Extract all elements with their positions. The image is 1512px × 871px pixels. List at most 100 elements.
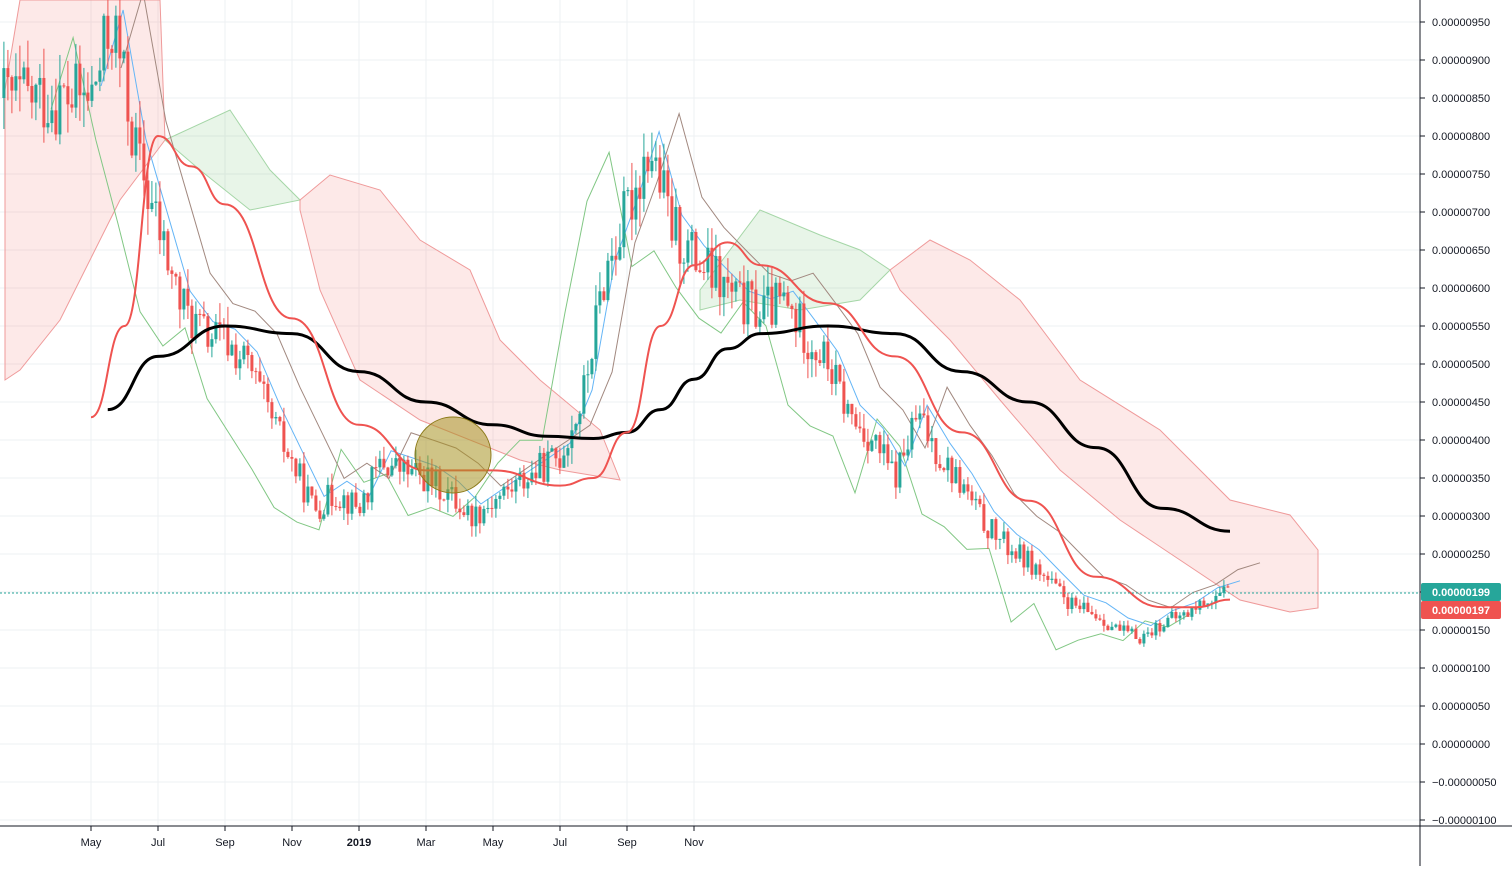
candle-body	[590, 358, 594, 375]
ma-price-tag-bg	[1421, 601, 1501, 619]
candle-body	[946, 457, 950, 471]
candle-body	[422, 474, 426, 492]
candle-body	[98, 70, 102, 82]
candle-body	[78, 63, 82, 96]
candle-body	[866, 441, 870, 451]
x-tick-label: May	[81, 837, 102, 849]
candle-body	[846, 403, 850, 414]
candle-body	[1118, 624, 1122, 631]
candle-body	[622, 191, 626, 248]
x-tick-label: 2019	[347, 837, 371, 849]
candle-body	[106, 15, 110, 49]
candle-body	[1054, 578, 1058, 584]
candle-body	[210, 339, 214, 347]
candle-body	[1122, 625, 1126, 631]
candle-body	[658, 157, 662, 193]
y-tick-label: 0.00000900	[1432, 55, 1490, 67]
candle-body	[1170, 612, 1174, 618]
candle-body	[570, 430, 574, 449]
candle-body	[394, 458, 398, 466]
candle-body	[94, 81, 98, 85]
candle-body	[834, 364, 838, 384]
candle-body	[750, 281, 754, 290]
candle-body	[614, 255, 618, 260]
candle-body	[970, 491, 974, 501]
candle-body	[1218, 592, 1222, 596]
candle-body	[862, 428, 866, 442]
candle-body	[878, 435, 882, 454]
ma-200-line	[107, 324, 1231, 533]
candle-body	[134, 127, 138, 156]
candle-body	[218, 322, 222, 325]
candle-body	[762, 295, 766, 320]
candle-body	[514, 480, 518, 492]
last-price-tag: 0.00000199	[1421, 583, 1501, 601]
candle-body	[522, 472, 526, 489]
candle-body	[870, 440, 874, 451]
candle-body	[126, 51, 130, 122]
candle-body	[1098, 618, 1102, 620]
candle-body	[650, 160, 654, 172]
candle-body	[722, 276, 726, 298]
candle-body	[114, 15, 118, 53]
candle-body	[130, 121, 134, 156]
candle-body	[478, 506, 482, 524]
candle-body	[1094, 614, 1098, 619]
candle-body	[1066, 597, 1070, 609]
candle-body	[1050, 578, 1054, 580]
candle-body	[446, 489, 450, 500]
candle-body	[826, 341, 830, 370]
candle-body	[1070, 597, 1074, 609]
candle-body	[498, 495, 502, 499]
candle-body	[758, 319, 762, 327]
candle-body	[18, 76, 22, 80]
candle-body	[726, 276, 730, 283]
candle-body	[382, 458, 386, 468]
cloud-segment	[889, 239, 1319, 613]
candle-body	[646, 156, 650, 172]
candle-body	[746, 281, 750, 325]
candle-body	[1022, 544, 1026, 568]
candle-body	[1158, 623, 1162, 632]
candle-body	[926, 415, 930, 442]
y-tick-label: 0.00000300	[1432, 511, 1490, 523]
candle-body	[578, 413, 582, 425]
candle-body	[542, 452, 546, 482]
candle-body	[338, 506, 342, 509]
candle-body	[174, 273, 178, 277]
candle-body	[26, 67, 30, 86]
candle-body	[186, 288, 190, 306]
candle-body	[674, 206, 678, 241]
candle-body	[370, 467, 374, 503]
time-axis[interactable]: May Jul Sep Nov 2019 Mar May Jul Sep Nov	[81, 826, 705, 849]
candle-body	[146, 180, 150, 210]
candle-body	[462, 512, 466, 516]
candle-body	[558, 458, 562, 468]
candle-body	[978, 498, 982, 505]
indicator-bands	[50, 0, 1261, 651]
candle-body	[490, 507, 494, 509]
candle-body	[102, 15, 106, 71]
candle-body	[1214, 595, 1218, 603]
x-tick-label: May	[483, 837, 504, 849]
candle-body	[282, 421, 286, 452]
candle-body	[858, 426, 862, 429]
candle-body	[738, 281, 742, 283]
last-price-label: 0.00000199	[1432, 587, 1490, 599]
price-axis[interactable]: 0.00000950 0.00000900 0.00000850 0.00000800…	[1420, 17, 1497, 827]
moving-average-lines	[90, 134, 1231, 609]
candle-body	[250, 355, 254, 372]
candle-body	[666, 170, 670, 197]
candle-body	[262, 381, 266, 384]
x-tick-label: Mar	[417, 837, 436, 849]
candle-body	[1142, 633, 1146, 644]
candle-body	[602, 291, 606, 301]
candle-body	[506, 486, 510, 490]
x-tick-label: Sep	[215, 837, 235, 849]
candle-body	[234, 344, 238, 369]
y-tick-label: −0.00000050	[1432, 777, 1497, 789]
candle-body	[594, 305, 598, 359]
candle-body	[718, 256, 722, 298]
